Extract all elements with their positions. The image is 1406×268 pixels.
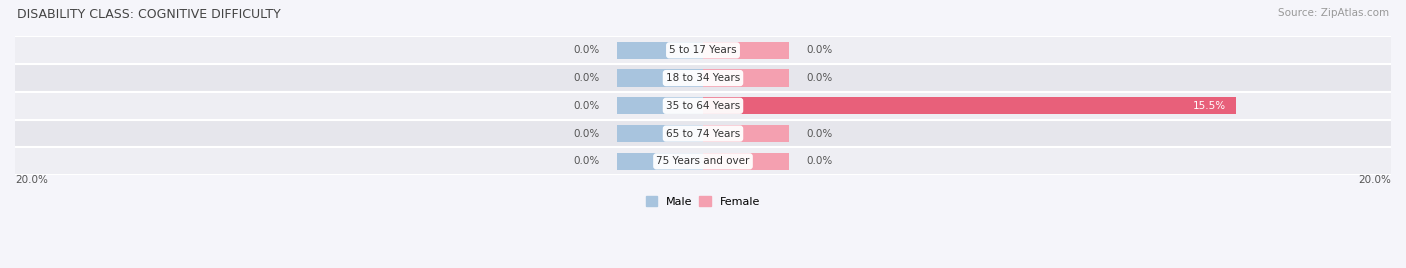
- Bar: [703, 97, 1236, 114]
- Text: 18 to 34 Years: 18 to 34 Years: [666, 73, 740, 83]
- Text: 75 Years and over: 75 Years and over: [657, 156, 749, 166]
- Bar: [15, 36, 1391, 64]
- Text: 0.0%: 0.0%: [574, 73, 600, 83]
- Text: DISABILITY CLASS: COGNITIVE DIFFICULTY: DISABILITY CLASS: COGNITIVE DIFFICULTY: [17, 8, 281, 21]
- Text: 15.5%: 15.5%: [1192, 101, 1226, 111]
- Bar: [703, 69, 789, 87]
- Text: 5 to 17 Years: 5 to 17 Years: [669, 45, 737, 55]
- Bar: [15, 120, 1391, 147]
- Text: 0.0%: 0.0%: [806, 129, 832, 139]
- Bar: [703, 153, 789, 170]
- Bar: [15, 147, 1391, 175]
- Bar: [703, 42, 789, 59]
- Legend: Male, Female: Male, Female: [641, 192, 765, 211]
- Text: 0.0%: 0.0%: [806, 73, 832, 83]
- Text: 20.0%: 20.0%: [15, 175, 48, 185]
- Bar: [15, 92, 1391, 120]
- Text: 35 to 64 Years: 35 to 64 Years: [666, 101, 740, 111]
- Text: 0.0%: 0.0%: [574, 101, 600, 111]
- Text: 0.0%: 0.0%: [574, 156, 600, 166]
- Bar: [617, 69, 703, 87]
- Bar: [617, 42, 703, 59]
- Text: 0.0%: 0.0%: [806, 156, 832, 166]
- Bar: [617, 125, 703, 142]
- Bar: [617, 97, 703, 114]
- Bar: [703, 125, 789, 142]
- Text: 0.0%: 0.0%: [574, 45, 600, 55]
- Text: 0.0%: 0.0%: [574, 129, 600, 139]
- Text: 20.0%: 20.0%: [1358, 175, 1391, 185]
- Bar: [15, 64, 1391, 92]
- Text: 65 to 74 Years: 65 to 74 Years: [666, 129, 740, 139]
- Text: 0.0%: 0.0%: [806, 45, 832, 55]
- Bar: [617, 153, 703, 170]
- Text: Source: ZipAtlas.com: Source: ZipAtlas.com: [1278, 8, 1389, 18]
